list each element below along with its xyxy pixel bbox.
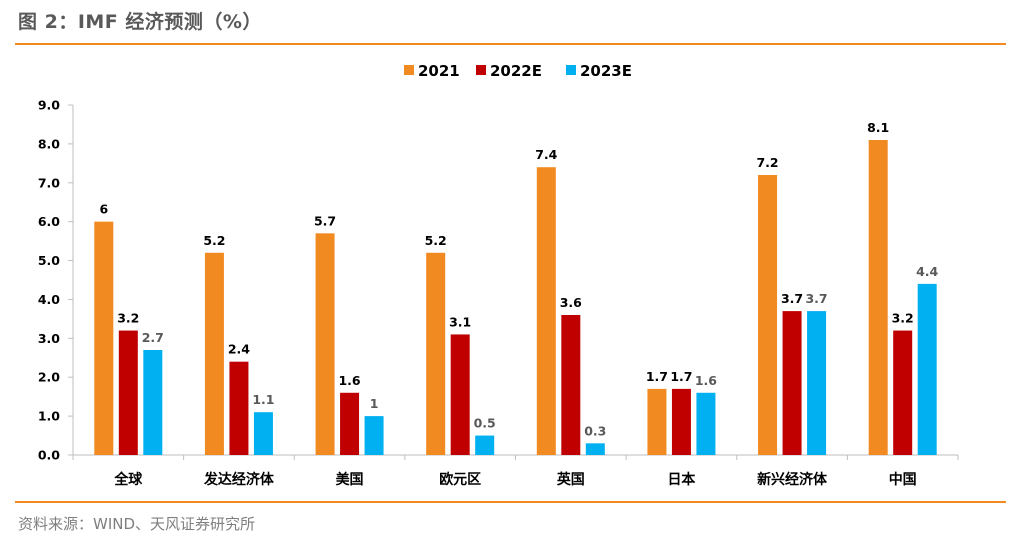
data-label: 2.4 xyxy=(228,342,250,357)
data-label: 2.7 xyxy=(142,330,164,345)
data-label: 4.4 xyxy=(916,264,938,279)
x-category-label: 日本 xyxy=(667,471,696,488)
bar-2023E xyxy=(143,350,163,455)
y-tick-label: 1.0 xyxy=(38,409,60,424)
bar-2022E xyxy=(893,330,913,455)
y-tick-label: 4.0 xyxy=(38,292,60,307)
bar-2022E xyxy=(561,315,581,455)
data-label: 0.5 xyxy=(474,416,496,431)
y-tick-label: 3.0 xyxy=(38,331,60,346)
data-label: 3.7 xyxy=(781,291,803,306)
bar-2021 xyxy=(94,221,114,455)
legend-swatch-2023E xyxy=(566,65,576,75)
legend-label: 2021 xyxy=(418,62,460,80)
chart-title: 图 2：IMF 经济预测（%） xyxy=(18,11,262,33)
data-label: 8.1 xyxy=(867,120,889,135)
data-label: 7.4 xyxy=(535,147,557,162)
bar-2023E xyxy=(253,412,273,455)
x-category-label: 英国 xyxy=(556,471,585,488)
legend-label: 2023E xyxy=(580,62,632,80)
data-label: 1.6 xyxy=(695,373,717,388)
bar-2023E xyxy=(807,311,827,455)
legend-swatch-2022E xyxy=(476,65,486,75)
x-category-label: 新兴经济体 xyxy=(757,471,828,488)
source-note: 资料来源：WIND、天风证券研究所 xyxy=(18,515,256,533)
data-label: 3.2 xyxy=(117,311,139,326)
bar-2022E xyxy=(340,392,360,455)
bar-2021 xyxy=(536,167,556,455)
bar-2022E xyxy=(229,361,249,455)
bar-2023E xyxy=(364,416,384,455)
data-label: 1.7 xyxy=(646,369,668,384)
y-tick-label: 8.0 xyxy=(38,136,60,151)
top-divider xyxy=(15,43,1006,45)
data-label: 5.7 xyxy=(314,213,336,228)
data-label: 7.2 xyxy=(756,155,778,170)
data-label: 3.1 xyxy=(449,314,471,329)
x-category-label: 中国 xyxy=(889,471,917,488)
data-label: 5.2 xyxy=(203,233,225,248)
bar-2021 xyxy=(647,388,667,455)
data-label: 6 xyxy=(99,202,108,217)
data-label: 1.1 xyxy=(252,392,274,407)
data-label: 1 xyxy=(370,396,379,411)
y-tick-label: 7.0 xyxy=(38,175,60,190)
y-tick-label: 9.0 xyxy=(38,98,60,113)
data-label: 0.3 xyxy=(584,423,606,438)
data-label: 1.7 xyxy=(670,369,692,384)
bar-2023E xyxy=(917,283,937,455)
data-label: 5.2 xyxy=(425,233,447,248)
y-tick-label: 6.0 xyxy=(38,214,60,229)
data-label: 3.7 xyxy=(805,291,827,306)
legend-swatch-2021 xyxy=(404,65,414,75)
bar-2021 xyxy=(315,233,335,455)
bar-2021 xyxy=(426,252,446,455)
bar-2022E xyxy=(782,311,802,455)
bar-chart: 0.01.02.03.04.05.06.07.08.09.063.22.7全球5… xyxy=(38,62,959,488)
bar-2021 xyxy=(758,175,778,455)
bar-2021 xyxy=(868,140,888,455)
x-category-label: 全球 xyxy=(113,471,143,488)
y-tick-label: 5.0 xyxy=(38,253,60,268)
y-tick-label: 2.0 xyxy=(38,370,60,385)
x-category-label: 美国 xyxy=(336,471,364,488)
data-label: 3.6 xyxy=(560,295,582,310)
bar-2023E xyxy=(475,435,495,455)
y-tick-label: 0.0 xyxy=(38,448,60,463)
bar-2023E xyxy=(696,392,716,455)
data-label: 3.2 xyxy=(892,311,914,326)
bar-2023E xyxy=(585,443,605,455)
x-category-label: 欧元区 xyxy=(439,471,481,488)
bar-2022E xyxy=(118,330,138,455)
bar-2021 xyxy=(204,252,224,455)
bottom-divider xyxy=(15,501,1006,503)
legend-label: 2022E xyxy=(490,62,542,80)
data-label: 1.6 xyxy=(338,373,360,388)
bar-2022E xyxy=(450,334,470,455)
bar-2022E xyxy=(671,388,691,455)
x-category-label: 发达经济体 xyxy=(203,471,275,488)
